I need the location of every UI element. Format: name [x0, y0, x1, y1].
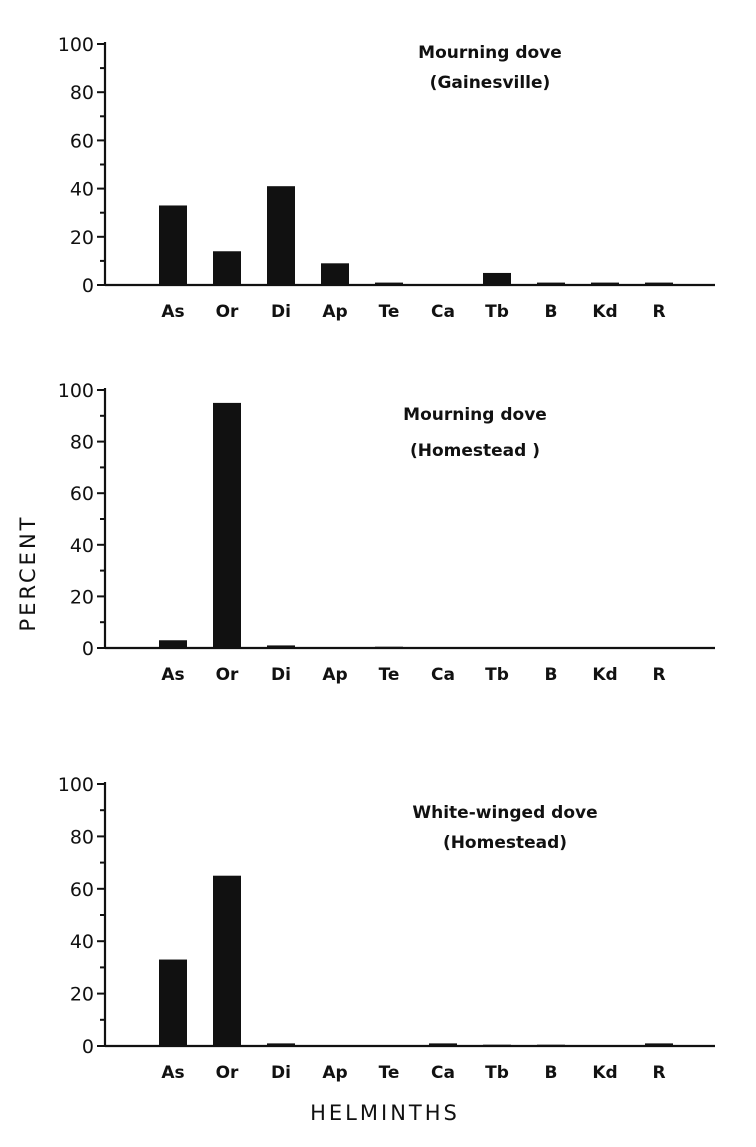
category-label: As [161, 665, 184, 685]
y-tick-label: 40 [70, 179, 94, 201]
category-label: B [545, 1063, 558, 1083]
category-label: Or [216, 302, 239, 322]
bar-Te [375, 646, 403, 648]
category-label: Te [379, 1063, 400, 1083]
bar-Di [267, 1043, 295, 1046]
category-label: Or [216, 665, 239, 685]
bar-Or [213, 402, 241, 648]
bar-Ca [429, 1043, 457, 1046]
panel-title-line-2: (Homestead) [443, 833, 567, 853]
y-tick-label: 100 [58, 380, 94, 402]
bar-Tb [483, 272, 511, 285]
y-tick-label: 20 [70, 227, 94, 249]
x-axis-title: HELMINTHS [310, 1101, 460, 1125]
category-label: Te [379, 665, 400, 685]
bar-B [537, 282, 565, 285]
category-label: B [545, 665, 558, 685]
chart-panel-1: 0 20 40 60 80 100 As Or Di Ap Te Ca Tb B Kd R Mourning d… [58, 34, 715, 322]
category-label: Di [271, 302, 291, 322]
y-tick-label: 80 [70, 82, 94, 104]
bar-Ap [321, 263, 349, 285]
bar-B [537, 1044, 565, 1046]
bar-Or [213, 875, 241, 1046]
category-label: Ca [431, 302, 455, 322]
panel-title-line-1: White-winged dove [412, 803, 597, 823]
bar-Tb [483, 1044, 511, 1046]
bar-Or [213, 251, 241, 285]
y-tick-label: 60 [70, 130, 94, 152]
category-label: Ap [322, 665, 347, 685]
y-tick-label: 40 [70, 535, 94, 557]
y-tick-label: 0 [82, 638, 94, 660]
category-label: Ap [322, 302, 347, 322]
category-label: Or [216, 1063, 239, 1083]
category-label: As [161, 1063, 184, 1083]
category-label: Te [379, 302, 400, 322]
category-label: Ca [431, 1063, 455, 1083]
category-label: B [545, 302, 558, 322]
panel-title-line-2: (Homestead ) [410, 441, 540, 461]
bar-R [645, 1043, 673, 1046]
y-tick-label: 20 [70, 586, 94, 608]
category-label: Kd [592, 302, 617, 322]
category-label: Ap [322, 1063, 347, 1083]
panel-title-line-1: Mourning dove [418, 43, 562, 63]
bar-R [645, 282, 673, 285]
y-tick-label: 100 [58, 34, 94, 56]
y-tick-label: 80 [70, 826, 94, 848]
bar-Kd [591, 282, 619, 285]
y-tick-label: 60 [70, 879, 94, 901]
category-label: Tb [485, 1063, 509, 1083]
bar-As [159, 959, 187, 1046]
category-label: Kd [592, 1063, 617, 1083]
chart-panel-3: 0 20 40 60 80 100 As Or Di Ap Te Ca Tb B Kd R White-wing… [58, 774, 715, 1083]
category-label: Ca [431, 665, 455, 685]
category-label: Di [271, 665, 291, 685]
y-tick-label: 0 [82, 275, 94, 297]
y-tick-label: 60 [70, 483, 94, 505]
category-label: R [652, 1063, 665, 1083]
category-label: R [652, 665, 665, 685]
bar-As [159, 205, 187, 285]
bar-Di [267, 645, 295, 648]
bar-As [159, 640, 187, 648]
y-tick-label: 20 [70, 984, 94, 1006]
y-tick-label: 40 [70, 931, 94, 953]
panel-title-line-2: (Gainesville) [430, 73, 551, 93]
chart-panels: 0 20 40 60 80 100 As Or Di Ap Te Ca Tb B Kd R Mourning d… [58, 34, 715, 1083]
category-label: Tb [485, 302, 509, 322]
category-label: Di [271, 1063, 291, 1083]
category-label: R [652, 302, 665, 322]
chart-panel-2: 0 20 40 60 80 100 As Or Di Ap Te Ca Tb B Kd R Mourning d… [58, 380, 715, 685]
category-label: As [161, 302, 184, 322]
category-label: Kd [592, 665, 617, 685]
y-axis-title: PERCENT [16, 515, 40, 632]
y-tick-label: 80 [70, 432, 94, 454]
bar-Te [375, 282, 403, 285]
category-label: Tb [485, 665, 509, 685]
panel-title-line-1: Mourning dove [403, 405, 547, 425]
y-tick-label: 0 [82, 1036, 94, 1058]
y-tick-label: 100 [58, 774, 94, 796]
bar-Di [267, 186, 295, 285]
